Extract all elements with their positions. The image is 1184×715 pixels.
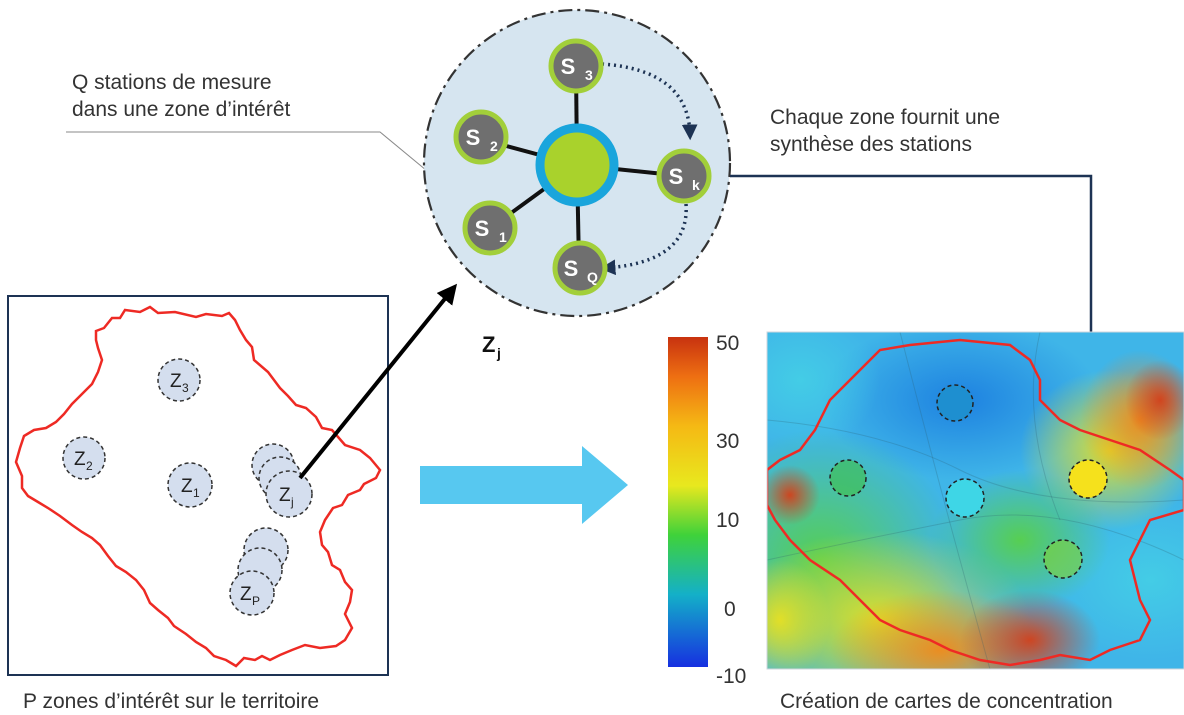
station-s1-subscript: 1: [499, 229, 507, 245]
svg-text:Z: Z: [181, 476, 193, 497]
station-sk: S k: [656, 148, 712, 204]
station-sq: S Q: [552, 240, 608, 296]
transformation-arrow: [420, 446, 628, 524]
map-caption: Création de cartes de concentration: [780, 690, 1113, 713]
zone-zj-circle: [265, 470, 313, 518]
territory-boundary: [14, 305, 382, 668]
svg-text:Z: Z: [279, 485, 291, 506]
map-zone-top: [936, 384, 974, 422]
station-s1-label: S: [475, 216, 490, 241]
colorbar-tick-30: 30: [716, 430, 739, 453]
station-s1: S 1: [462, 200, 518, 256]
station-s3: S 3: [548, 38, 604, 94]
station-s2: S 2: [453, 109, 509, 165]
station-sk-label: S: [669, 164, 684, 189]
zone-to-network-arrow: [298, 283, 458, 480]
callout-leader-line: [66, 131, 439, 181]
station-sq-label: S: [564, 256, 579, 281]
station-s3-label: S: [561, 54, 576, 79]
map-zone-center: [945, 478, 985, 518]
colorbar-tick-minus10: -10: [716, 665, 746, 688]
concentration-map: [767, 332, 1184, 669]
map-zone-left: [829, 459, 867, 497]
stations-callout-line1: Q stations de mesure: [72, 71, 272, 94]
summary-callout-line1: Chaque zone fournit une: [770, 106, 1001, 129]
svg-text:Z: Z: [240, 584, 252, 605]
colorbar: [668, 337, 708, 667]
svg-text:Z: Z: [170, 371, 182, 392]
summary-callout-text: Chaque zone fournit une synthèse des sta…: [770, 104, 1000, 158]
zone-z2-circle: [62, 436, 106, 480]
territory-caption: P zones d’intérêt sur le territoire: [23, 690, 320, 713]
colorbar-tick-50: 50: [716, 332, 739, 355]
zone-z1-circle: [167, 462, 213, 508]
station-sq-subscript: Q: [587, 269, 598, 285]
colorbar-tick-0: 0: [724, 598, 736, 621]
station-s3-subscript: 3: [585, 67, 593, 83]
svg-text:j: j: [290, 495, 294, 509]
dotted-arrow-sk-sq: [599, 203, 688, 276]
station-s2-label: S: [466, 125, 481, 150]
svg-text:3: 3: [182, 381, 189, 395]
stations-callout-text: Q stations de mesure dans une zone d’int…: [72, 69, 290, 123]
zone-hub-label-sub: j: [496, 345, 501, 361]
map-zone-lower: [1043, 539, 1083, 579]
zone-zp-circle: [229, 570, 275, 616]
station-sk-subscript: k: [692, 177, 700, 193]
stations-callout-line2: dans une zone d’intérêt: [72, 98, 291, 121]
svg-text:P: P: [252, 594, 260, 608]
station-s2-subscript: 2: [490, 138, 498, 154]
zone-hub-node: [535, 123, 619, 207]
zone-hub-label: Z j: [482, 332, 501, 361]
zone-z3-circle: [157, 358, 201, 402]
map-zone-highlighted: [1068, 459, 1108, 499]
svg-text:Z: Z: [74, 449, 86, 470]
svg-text:1: 1: [193, 486, 200, 500]
colorbar-tick-10: 10: [716, 509, 739, 532]
svg-text:2: 2: [86, 459, 93, 473]
zone-hub-label-main: Z: [482, 332, 495, 357]
summary-callout-line2: synthèse des stations: [770, 133, 972, 156]
